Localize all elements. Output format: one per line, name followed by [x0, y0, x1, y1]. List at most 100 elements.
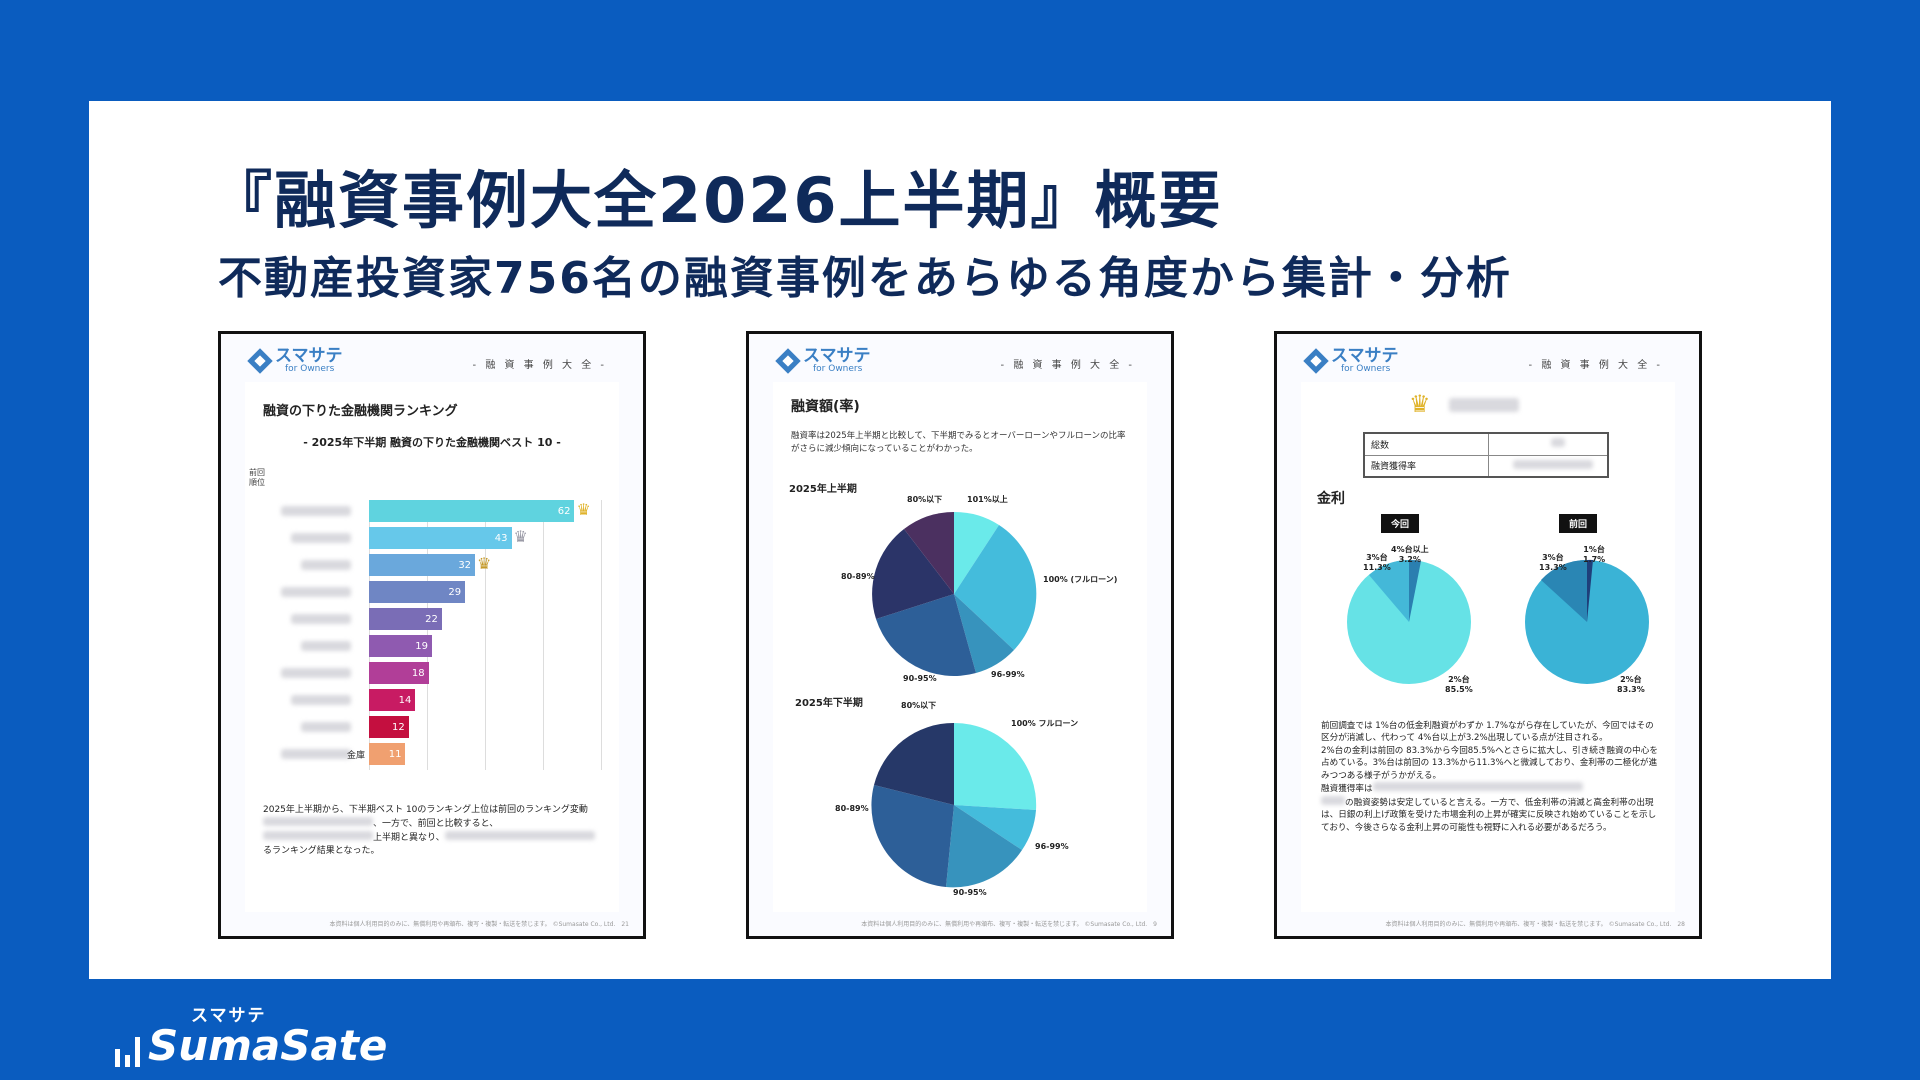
- ranking-bar: 62: [369, 500, 575, 522]
- pie-label: 2%台 85.5%: [1445, 675, 1473, 694]
- logo-main-text: スマサテ: [275, 346, 343, 366]
- brand-name: SumaSate: [148, 1021, 388, 1070]
- logo-main-text: スマサテ: [803, 346, 871, 366]
- doc-logo: スマサテ for Owners: [247, 346, 343, 374]
- pie-slice: [954, 511, 999, 594]
- pie-slice: [872, 529, 954, 619]
- pie-label: 1%台 1.7%: [1583, 545, 1606, 564]
- pie-label: 4%台以上 3.2%: [1391, 545, 1429, 564]
- logo-diamond-icon: [247, 348, 273, 374]
- pie-slice: [904, 512, 954, 594]
- logo-diamond-icon: [1303, 348, 1329, 374]
- page-subtitle: 不動産投資家756名の融資事例をあらゆる角度から集計・分析: [218, 253, 1512, 304]
- doc-heading: 金利: [1317, 491, 1345, 507]
- ranking-bar: 43: [369, 527, 512, 549]
- ranking-bar: 32: [369, 554, 476, 576]
- analysis-paragraph: の融資姿勢は安定していると言える。一方で、低金利帯の消滅と高金利帯の出現は、日銀…: [1321, 797, 1657, 833]
- bar-label-redacted: [301, 641, 351, 651]
- pie-chart-second-half: [871, 722, 1037, 888]
- pie-slice: [946, 805, 1022, 888]
- ranking-bar: 19: [369, 635, 432, 657]
- tag-previous: 前回: [1559, 514, 1598, 533]
- pie-label: 101%以上: [967, 495, 1008, 504]
- document-page-ranking: スマサテ for Owners - 融 資 事 例 大 全 - 融資の下りた金融…: [218, 331, 646, 939]
- doc-heading: 融資の下りた金融機関ランキング: [263, 404, 458, 419]
- bar-label-redacted: [291, 695, 351, 705]
- crown-icon: ♛: [477, 554, 492, 573]
- brand-logo: スマサテ SumaSate: [115, 1003, 387, 1067]
- bar-label-redacted: [301, 722, 351, 732]
- bar-label-redacted: [281, 587, 351, 597]
- bar-label-redacted: [281, 668, 351, 678]
- pie-label: 100% (フルローン): [1043, 575, 1118, 584]
- document-page-interest-rate: スマサテ for Owners - 融 資 事 例 大 全 - ♛ 総数 融資獲…: [1274, 331, 1702, 939]
- pie-label: 3%台 13.3%: [1539, 553, 1567, 572]
- ranking-bar: 14: [369, 689, 416, 711]
- table-cell: 融資獲得率: [1363, 454, 1489, 478]
- pie-slice: [954, 594, 1014, 673]
- summary-fragment: 、一方で、前回と比較すると、: [373, 819, 499, 830]
- crown-icon: ♛: [576, 500, 591, 519]
- pie-label: 90-95%: [903, 674, 937, 683]
- ranking-bar: 29: [369, 581, 466, 603]
- pie-slice: [954, 525, 1037, 650]
- pie-slice: [1369, 560, 1409, 622]
- summary-fragment: 上半期と異なり、: [373, 833, 445, 844]
- pie-label: 2%台 83.3%: [1617, 675, 1645, 694]
- pie-label: 96-99%: [991, 670, 1025, 679]
- ranking-bar: 11: [369, 743, 406, 765]
- ranking-bar: 18: [369, 662, 429, 684]
- table-cell: [1487, 432, 1609, 456]
- doc-footer: 本資料は個人利用目的のみに、無償利用や再頒布、複写・複製・転送を禁じます。 ©S…: [861, 921, 1157, 928]
- summary-table: 総数 融資獲得率: [1363, 432, 1609, 478]
- pie-title-first-half: 2025年上半期: [789, 484, 857, 495]
- pie-label: 96-99%: [1035, 842, 1069, 851]
- table-cell: [1487, 454, 1609, 478]
- doc-tag: - 融 資 事 例 大 全 -: [1528, 360, 1663, 371]
- logo-sub-text: for Owners: [813, 364, 863, 374]
- pie-slice: [876, 594, 976, 676]
- doc-footer: 本資料は個人利用目的のみに、無償利用や再頒布、複写・複製・転送を禁じます。 ©S…: [1385, 921, 1685, 928]
- bar-label-redacted: [291, 614, 351, 624]
- pie-chart-current: [1347, 559, 1471, 684]
- tag-current: 今回: [1381, 514, 1420, 533]
- crown-icon: ♛: [513, 527, 528, 546]
- summary-line: 2025年上半期から、下半期ベスト 10のランキング上位は前回のランキング変動: [263, 805, 588, 815]
- doc-summary: 2025年上半期から、下半期ベスト 10のランキング上位は前回のランキング変動 …: [263, 804, 613, 858]
- doc-analysis-text: 前回調査では 1%台の低金利融資がわずか 1.7%ながら存在していたが、今回では…: [1321, 720, 1661, 834]
- pie-label: 80-89%: [841, 572, 875, 581]
- summary-line: るランキング結果となった。: [263, 846, 380, 857]
- pie-slice: [1409, 559, 1421, 622]
- brand-bars-icon: [115, 1027, 140, 1067]
- logo-sub-text: for Owners: [285, 364, 335, 374]
- logo-diamond-icon: [775, 348, 801, 374]
- ranking-bar: 22: [369, 608, 442, 630]
- bar-label-redacted: [301, 560, 351, 570]
- doc-paragraph: 融資率は2025年上半期と比較して、下半期でみるとオーバーローンやフルローンの比…: [791, 431, 1126, 454]
- logo-sub-text: for Owners: [1341, 364, 1391, 374]
- table-cell: 総数: [1363, 432, 1489, 456]
- brand-kana: スマサテ: [191, 1006, 267, 1026]
- bar-label-redacted: [291, 533, 351, 543]
- pie-slice: [954, 805, 1036, 850]
- pie-label: 100% フルローン: [1011, 719, 1079, 728]
- pie-title-second-half: 2025年下半期: [795, 698, 863, 709]
- doc-footer: 本資料は個人利用目的のみに、無償利用や再頒布、複写・複製・転送を禁じます。 ©S…: [329, 921, 629, 928]
- analysis-paragraph: 2%台の金利は前回の 83.3%から今回85.5%へとさらに拡大し、引き続き融資…: [1321, 745, 1658, 781]
- pie-chart-previous: [1525, 559, 1649, 684]
- pie-slice: [874, 722, 954, 805]
- pie-chart-first-half: [872, 511, 1037, 676]
- pie-label: 80-89%: [835, 804, 869, 813]
- ranking-bar: 12: [369, 716, 409, 738]
- pie-label: 3%台 11.3%: [1363, 553, 1391, 572]
- doc-subheading: - 2025年下半期 融資の下りた金融機関ベスト 10 -: [303, 436, 561, 449]
- doc-heading: 融資額(率): [791, 399, 860, 415]
- crown-icon: ♛: [1409, 390, 1431, 418]
- doc-tag: - 融 資 事 例 大 全 -: [1000, 360, 1135, 371]
- prev-rank-label: 前回 順位: [249, 468, 265, 487]
- pie-slice: [1541, 559, 1587, 622]
- doc-tag: - 融 資 事 例 大 全 -: [472, 360, 607, 371]
- page-title: 『融資事例大全2026上半期』概要: [210, 164, 1223, 237]
- bar-label-fragment: 金庫: [347, 751, 366, 761]
- pie-slice: [954, 722, 1037, 810]
